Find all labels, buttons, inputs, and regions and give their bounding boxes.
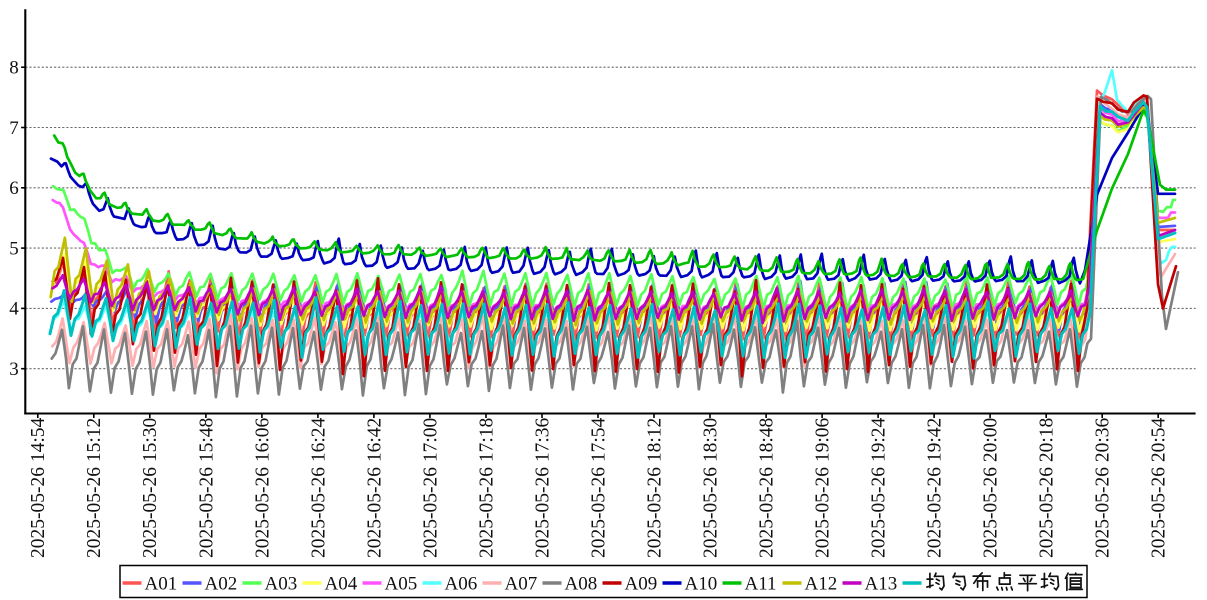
svg-text:2025-05-26 14:54: 2025-05-26 14:54 [28,417,49,558]
svg-text:A07: A07 [505,574,538,595]
svg-text:A08: A08 [565,574,598,595]
svg-text:6: 6 [9,178,19,199]
svg-text:A03: A03 [265,574,298,595]
svg-text:2025-05-26 19:42: 2025-05-26 19:42 [925,418,946,558]
svg-text:A06: A06 [445,574,478,595]
svg-text:5: 5 [9,238,19,259]
svg-text:A13: A13 [865,574,898,595]
svg-text:2025-05-26 19:06: 2025-05-26 19:06 [813,417,834,558]
svg-text:A05: A05 [385,574,418,595]
svg-text:2025-05-26 15:12: 2025-05-26 15:12 [84,418,105,558]
svg-text:2025-05-26 20:00: 2025-05-26 20:00 [981,418,1002,558]
svg-text:2025-05-26 15:48: 2025-05-26 15:48 [196,418,217,558]
svg-text:2025-05-26 17:54: 2025-05-26 17:54 [588,417,609,558]
svg-text:8: 8 [9,58,19,79]
svg-text:7: 7 [9,118,19,139]
svg-text:A01: A01 [145,574,178,595]
svg-text:2025-05-26 17:36: 2025-05-26 17:36 [532,417,553,558]
svg-text:2025-05-26 16:42: 2025-05-26 16:42 [364,418,385,558]
svg-text:2025-05-26 19:24: 2025-05-26 19:24 [869,417,890,558]
svg-text:2025-05-26 20:36: 2025-05-26 20:36 [1093,417,1114,558]
svg-text:2025-05-26 16:24: 2025-05-26 16:24 [308,417,329,558]
svg-text:2025-05-26 18:30: 2025-05-26 18:30 [700,418,721,558]
svg-text:A11: A11 [745,574,777,595]
svg-text:2025-05-26 20:54: 2025-05-26 20:54 [1149,417,1170,558]
svg-text:2025-05-26 15:30: 2025-05-26 15:30 [140,418,161,558]
svg-text:2025-05-26 17:00: 2025-05-26 17:00 [420,418,441,558]
svg-text:2025-05-26 18:48: 2025-05-26 18:48 [757,418,778,558]
svg-text:A10: A10 [685,574,718,595]
svg-text:2025-05-26 16:06: 2025-05-26 16:06 [252,417,273,558]
svg-text:A12: A12 [805,574,838,595]
svg-text:A02: A02 [205,574,238,595]
svg-text:2025-05-26 20:18: 2025-05-26 20:18 [1037,418,1058,558]
svg-text:3: 3 [9,359,19,380]
svg-text:A09: A09 [625,574,658,595]
svg-text:2025-05-26 17:18: 2025-05-26 17:18 [476,418,497,558]
svg-text:2025-05-26 18:12: 2025-05-26 18:12 [644,418,665,558]
svg-text:4: 4 [9,299,19,320]
svg-text:A04: A04 [325,574,358,595]
